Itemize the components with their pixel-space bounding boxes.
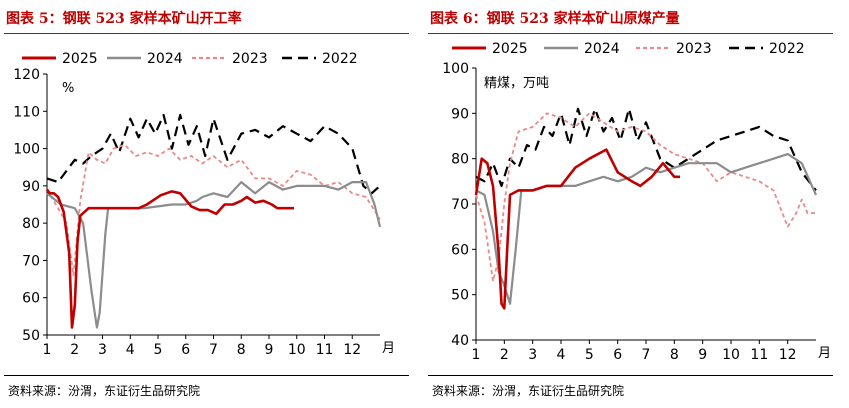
x-tick-label: 10	[722, 347, 740, 363]
x-tick-label: 3	[98, 342, 107, 358]
legend-label-2022: 2022	[769, 41, 805, 57]
x-tick-label: 11	[750, 347, 768, 363]
y-tick-label: 100	[442, 61, 469, 77]
series-line-2025	[45, 188, 294, 329]
x-tick-label: 11	[316, 342, 334, 358]
x-tick-label: 8	[237, 342, 246, 358]
y-tick-label: 40	[451, 333, 469, 349]
y-tick-label: 60	[22, 291, 40, 307]
x-tick-label: 5	[154, 342, 163, 358]
y-tick-label: 110	[13, 104, 40, 120]
y-tick-label: 120	[13, 67, 40, 83]
source-rule	[428, 375, 833, 376]
y-tick-label: 50	[22, 328, 40, 344]
source-rule	[4, 375, 409, 376]
source-note: 资料来源：汾渭，东证衍生品研究院	[8, 384, 201, 398]
x-tick-label: 12	[343, 342, 361, 358]
y-tick-label: 100	[13, 142, 40, 158]
legend-label-2023: 2023	[676, 41, 712, 57]
title-rule	[428, 33, 833, 34]
y-tick-label: 80	[451, 152, 469, 168]
y-tick-label: 60	[451, 242, 469, 258]
x-tick-label: 6	[613, 347, 622, 363]
series-line-2025	[474, 148, 680, 310]
series-line-2024	[475, 152, 818, 305]
y-tick-label: 70	[22, 253, 40, 269]
x-unit-label: 月	[818, 346, 831, 361]
x-tick-label: 4	[126, 342, 135, 358]
legend-label-2025: 2025	[62, 51, 98, 67]
chart-title: 图表 5：钢联 523 家样本矿山开工率	[6, 11, 242, 27]
x-tick-label: 10	[288, 342, 306, 358]
x-tick-label: 6	[181, 342, 190, 358]
y-axis-label: 精煤，万吨	[484, 76, 549, 91]
x-tick-label: 3	[528, 347, 537, 363]
series-line-2024	[46, 181, 382, 329]
x-tick-label: 4	[557, 347, 566, 363]
x-tick-label: 1	[472, 347, 481, 363]
series-line-2023	[475, 112, 816, 283]
legend-label-2024: 2024	[584, 41, 620, 57]
x-tick-label: 8	[670, 347, 679, 363]
series-line-2023	[46, 143, 381, 277]
source-note: 资料来源：汾渭，东证衍生品研究院	[432, 384, 625, 398]
x-tick-label: 1	[43, 342, 52, 358]
y-tick-label: 90	[451, 106, 469, 122]
x-tick-label: 7	[642, 347, 651, 363]
x-tick-label: 9	[265, 342, 274, 358]
right-chart-panel: 图表 6：钢联 523 家样本矿山原煤产量 40 50 60 70 80 90 100 1 2 3…	[424, 0, 836, 408]
x-tick-label: 2	[70, 342, 79, 358]
left-chart-panel: 图表 5：钢联 523 家样本矿山开工率 50 60 70 80 90 100 110 120…	[0, 0, 412, 408]
x-unit-label: 月	[382, 341, 395, 356]
series-line-2022	[46, 113, 381, 195]
title-rule	[4, 33, 409, 34]
y-tick-label: 80	[22, 216, 40, 232]
y-tick-label: 50	[451, 288, 469, 304]
legend-label-2025: 2025	[492, 41, 528, 57]
y-tick-label: 90	[22, 179, 40, 195]
x-tick-label: 7	[209, 342, 218, 358]
x-tick-label: 9	[698, 347, 707, 363]
y-tick-label: 70	[451, 197, 469, 213]
x-tick-label: 2	[500, 347, 509, 363]
x-tick-label: 12	[779, 347, 797, 363]
legend-label-2022: 2022	[322, 51, 358, 67]
series-line-2022	[475, 107, 817, 192]
legend-label-2023: 2023	[232, 51, 268, 67]
x-tick-label: 5	[585, 347, 594, 363]
legend-label-2024: 2024	[147, 51, 183, 67]
y-axis-label: %	[62, 81, 74, 96]
chart-title: 图表 6：钢联 523 家样本矿山原煤产量	[430, 11, 680, 27]
